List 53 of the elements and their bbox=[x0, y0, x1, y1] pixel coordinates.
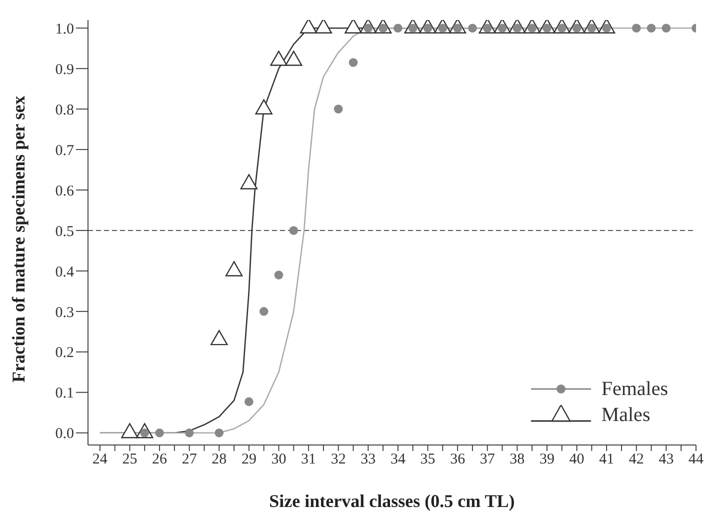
y-tick-label: 0.9 bbox=[55, 62, 74, 78]
x-tick-label: 39 bbox=[539, 452, 554, 468]
point bbox=[214, 428, 224, 438]
point bbox=[394, 24, 402, 32]
x-tick-label: 44 bbox=[688, 452, 704, 468]
legend-label: Males bbox=[601, 404, 650, 426]
x-tick-label: 30 bbox=[271, 452, 286, 468]
point bbox=[314, 20, 332, 34]
y-axis-title: Fraction of mature specimens per sex bbox=[8, 96, 28, 382]
point bbox=[632, 24, 641, 32]
x-tick-label: 26 bbox=[152, 452, 168, 468]
x-tick-label: 33 bbox=[360, 452, 376, 468]
x-tick-label: 28 bbox=[212, 452, 227, 468]
point bbox=[259, 307, 268, 316]
y-tick-label: 0.3 bbox=[55, 304, 74, 321]
x-tick-label: 24 bbox=[92, 452, 108, 468]
point bbox=[244, 397, 254, 406]
point bbox=[274, 270, 284, 280]
x-tick-label: 42 bbox=[628, 452, 644, 468]
point bbox=[662, 24, 671, 32]
y-tick-label: 0.1 bbox=[55, 386, 74, 402]
point bbox=[289, 226, 298, 235]
x-tick-label: 40 bbox=[569, 452, 584, 468]
y-tick-label: 0.4 bbox=[55, 264, 74, 280]
legend-label: Females bbox=[601, 378, 668, 400]
x-tick-label: 34 bbox=[390, 452, 406, 468]
x-tick-label: 43 bbox=[658, 452, 674, 468]
point bbox=[468, 24, 477, 32]
x-tick-label: 35 bbox=[420, 452, 436, 468]
x-tick-label: 25 bbox=[122, 452, 138, 468]
y-tick-label: 0.0 bbox=[55, 426, 74, 442]
point bbox=[646, 24, 656, 32]
y-tick-label: 0.5 bbox=[55, 224, 74, 240]
y-tick-label: 0.6 bbox=[55, 183, 74, 200]
x-tick-label: 37 bbox=[480, 452, 496, 468]
x-tick-label: 31 bbox=[301, 452, 316, 468]
x-tick-label: 36 bbox=[450, 452, 466, 468]
y-tick-label: 0.2 bbox=[55, 345, 74, 362]
point bbox=[348, 58, 358, 67]
x-tick-label: 32 bbox=[330, 452, 346, 468]
x-tick-label: 38 bbox=[510, 452, 525, 468]
x-axis-title: Size interval classes (0.5 cm TL) bbox=[269, 491, 515, 511]
y-tick-label: 1.0 bbox=[55, 21, 74, 38]
x-tick-label: 27 bbox=[182, 452, 198, 468]
point bbox=[184, 428, 194, 438]
x-tick-label: 41 bbox=[599, 452, 614, 468]
point bbox=[344, 20, 362, 34]
point bbox=[155, 428, 164, 438]
point bbox=[334, 104, 343, 114]
y-tick-label: 0.8 bbox=[55, 102, 74, 118]
y-tick-label: 0.7 bbox=[55, 142, 74, 159]
x-tick-label: 29 bbox=[241, 452, 256, 468]
point bbox=[300, 20, 318, 34]
